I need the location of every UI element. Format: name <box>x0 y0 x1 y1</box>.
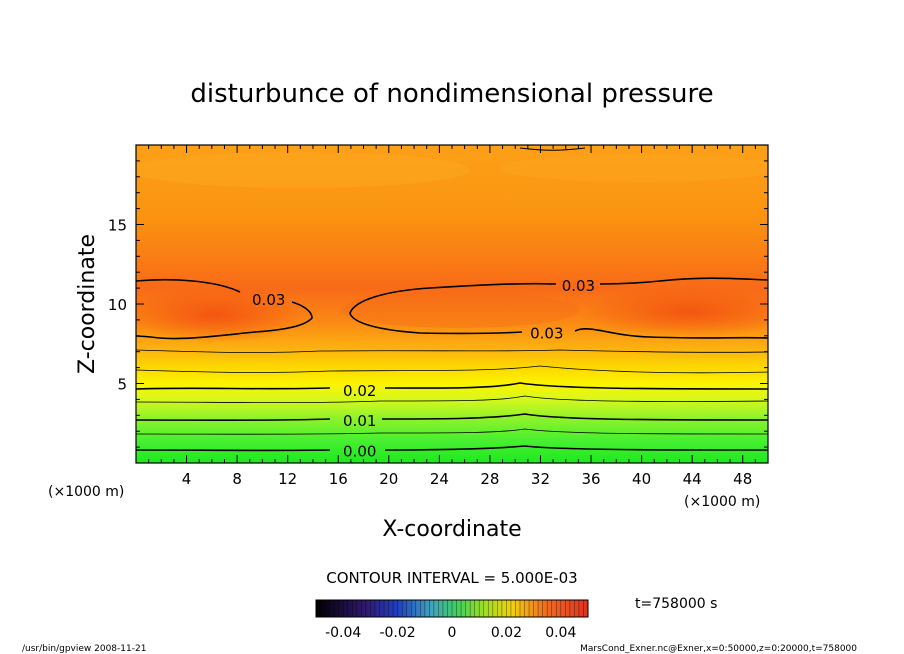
x-axis-label: X-coordinate <box>382 517 521 542</box>
time-label: t=758000 s <box>635 596 717 612</box>
contour-line-0.03-right <box>349 277 769 339</box>
colorbar-tick-label: 0 <box>448 625 457 641</box>
colorbar-tick-label: 0.02 <box>491 625 522 641</box>
colorbar-tick-label: -0.02 <box>379 625 415 641</box>
colorbar: -0.04 -0.02 0 0.02 0.04 <box>315 599 589 641</box>
filled-contour-field <box>136 145 768 463</box>
x-tick-label: 24 <box>430 470 449 488</box>
x-tick-label: 48 <box>733 470 752 488</box>
colorbar-tick-label: 0.04 <box>545 625 576 641</box>
contour-line-0.01 <box>135 413 769 422</box>
y-tick-label: 5 <box>117 376 127 394</box>
x-tick-label: 12 <box>278 470 297 488</box>
footer-right: MarsCond_Exner.nc@Exner,x=0:50000,z=0:20… <box>580 644 857 654</box>
contour-line-0.025 <box>135 349 769 353</box>
x-tick-label: 32 <box>531 470 550 488</box>
x-tick-label: 8 <box>232 470 242 488</box>
y-tick-label: 10 <box>108 296 127 314</box>
contour-label: 0.00 <box>343 442 376 460</box>
contour-line-0.00 <box>135 445 769 452</box>
y-axis-label: Z-coordinate <box>75 234 100 374</box>
axis-ticks <box>136 145 769 463</box>
contour-label: 0.01 <box>343 412 376 430</box>
contour-label: 0.03 <box>252 291 285 309</box>
x-tick-label: 4 <box>182 470 192 488</box>
contour-label: 0.03 <box>562 277 595 295</box>
contour-line-0.02 <box>135 382 769 390</box>
colorbar-tick-label: -0.04 <box>325 625 361 641</box>
contour-line-0.02-minor <box>135 365 769 374</box>
chart-title: disturbunce of nondimensional pressure <box>190 79 713 109</box>
y-tick-label: 15 <box>108 217 127 235</box>
contour-line-0.015 <box>135 395 769 404</box>
x-tick-label: 28 <box>480 470 499 488</box>
contour-label: 0.02 <box>343 382 376 400</box>
contour-line-0.03-left <box>135 278 313 340</box>
contour-interval-label: CONTOUR INTERVAL = 5.000E-03 <box>326 569 577 587</box>
contour-lines <box>135 147 769 452</box>
contour-labels: 0.03 0.03 0.03 0.02 0.01 0.00 <box>252 277 595 460</box>
x-unit-right: (×1000 m) <box>684 494 760 510</box>
contour-label: 0.03 <box>530 325 563 343</box>
x-tick-label: 44 <box>683 470 702 488</box>
x-tick-label: 36 <box>581 470 600 488</box>
x-tick-label: 16 <box>329 470 348 488</box>
x-tick-label: 40 <box>632 470 651 488</box>
footer-left: /usr/bin/gpview 2008-11-21 <box>22 644 146 654</box>
x-tick-label: 20 <box>379 470 398 488</box>
contour-line-0.005 <box>135 428 769 435</box>
x-unit-left: (×1000 m) <box>48 484 124 500</box>
